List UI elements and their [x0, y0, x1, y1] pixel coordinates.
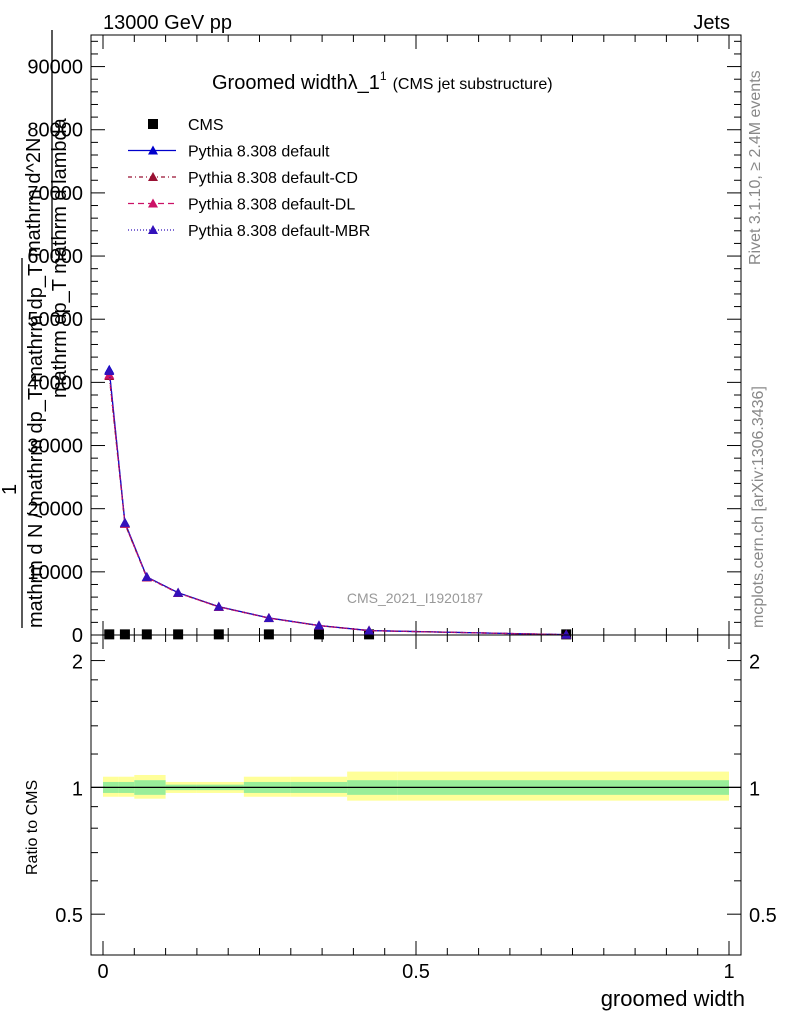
ratio-y-tick-label: 1 [72, 778, 83, 800]
x-tick-label: 0.5 [402, 961, 430, 983]
series-point [141, 572, 152, 582]
header-right: Jets [693, 12, 730, 34]
ratio-y-tick-label-right: 0.5 [749, 905, 777, 927]
data-point [263, 629, 274, 640]
series-pythia-8-308-default [104, 364, 572, 639]
ylabel-line-4: mathrm d N / mathrm dp_T mathrm dp_T [25, 264, 47, 628]
series-point [313, 620, 324, 630]
ratio-bands [103, 771, 729, 801]
ylabel-line-1: mathrm d^2N [23, 138, 45, 257]
y-tick-label: 20000 [27, 499, 83, 521]
legend-item: CMS [148, 117, 224, 134]
series-point [263, 612, 274, 622]
x-tick-label: 0 [97, 961, 108, 983]
x-tick-label: 1 [723, 961, 734, 983]
rivet-version-label: Rivet 3.1.10, ≥ 2.4M events [747, 70, 764, 265]
legend-item: Pythia 8.308 default [128, 144, 330, 161]
ratio-y-tick-label-right: 2 [749, 652, 760, 674]
y-tick-label: 50000 [27, 309, 83, 331]
legend-label: CMS [188, 117, 224, 134]
ylabel-line-2: mathrm dp_T mathrm d lambda [49, 117, 71, 398]
legend-label: Pythia 8.308 default-CD [188, 170, 358, 187]
y-tick-label: 30000 [27, 436, 83, 458]
series-pythia-8-308-default-mbr [104, 366, 572, 639]
legend-item: Pythia 8.308 default-MBR [128, 223, 370, 240]
main-series-group [104, 364, 572, 640]
chart-title: Groomed widthλ_11 (CMS jet substructure) [212, 69, 553, 94]
ratio-y-ticks: 0.5 0.5 1 1 2 2 [55, 642, 777, 927]
main-x-ticks [102, 35, 730, 635]
x-axis-label: groomed width [601, 986, 745, 1011]
legend-item: Pythia 8.308 default-CD [128, 170, 358, 187]
series-point [364, 625, 375, 635]
data-point [213, 629, 224, 640]
data-point [119, 629, 130, 640]
ratio-y-tick-label-right: 1 [749, 778, 760, 800]
series-pythia-8-308-default-cd [104, 371, 572, 639]
legend-label: Pythia 8.308 default [188, 144, 330, 161]
series-point [213, 601, 224, 611]
data-point [173, 629, 184, 640]
y-tick-label: 90000 [27, 57, 83, 79]
legend-item: Pythia 8.308 default-DL [128, 197, 355, 214]
ratio-y-axis-label: Ratio to CMS [24, 780, 41, 875]
ratio-y-tick-label: 2 [72, 652, 83, 674]
chart-title-small: (CMS jet substructure) [393, 76, 553, 93]
ylabel-line-3: 1 [0, 484, 21, 495]
series-point [104, 366, 115, 375]
series-point [173, 587, 184, 597]
legend-marker [148, 119, 158, 129]
data-point [313, 629, 324, 640]
data-point [104, 629, 115, 640]
series-point [561, 629, 572, 639]
chart-title-main: Groomed width [212, 72, 348, 94]
main-y-ticks: 0 10000 20000 30000 40000 50000 60000 70000 8000… [27, 40, 741, 647]
legend: CMS Pythia 8.308 default Pythia 8.308 defa… [128, 117, 370, 240]
analysis-watermark: CMS_2021_I1920187 [347, 590, 483, 606]
series-pythia-8-308-default-dl [104, 369, 572, 639]
data-point [141, 629, 152, 640]
legend-marker [148, 145, 158, 155]
legend-marker [148, 172, 158, 181]
series-point [119, 517, 130, 527]
y-tick-label: 60000 [27, 246, 83, 268]
y-tick-label: 10000 [27, 562, 83, 584]
y-tick-label: 0 [72, 625, 83, 647]
main-y-axis-label: mathrm d^2N mathrm dp_T mathrm d lambda … [0, 30, 71, 628]
ratio-x-ticks: 0 0.5 1 [97, 635, 735, 983]
ratio-y-tick-label: 0.5 [55, 905, 83, 927]
legend-marker [148, 198, 158, 208]
y-tick-label: 70000 [27, 183, 83, 205]
y-tick-label: 40000 [27, 372, 83, 394]
legend-label: Pythia 8.308 default-MBR [188, 223, 370, 240]
chart-title-sup: 1 [380, 69, 387, 83]
legend-marker [148, 225, 158, 234]
chart-title-lambda: λ_1 [348, 72, 380, 94]
mcplots-label: mcplots.cern.ch [arXiv:1306.3436] [750, 386, 767, 628]
series-cms [104, 629, 572, 640]
header-left: 13000 GeV pp [103, 12, 232, 34]
legend-label: Pythia 8.308 default-DL [188, 197, 355, 214]
y-tick-label: 80000 [27, 120, 83, 142]
